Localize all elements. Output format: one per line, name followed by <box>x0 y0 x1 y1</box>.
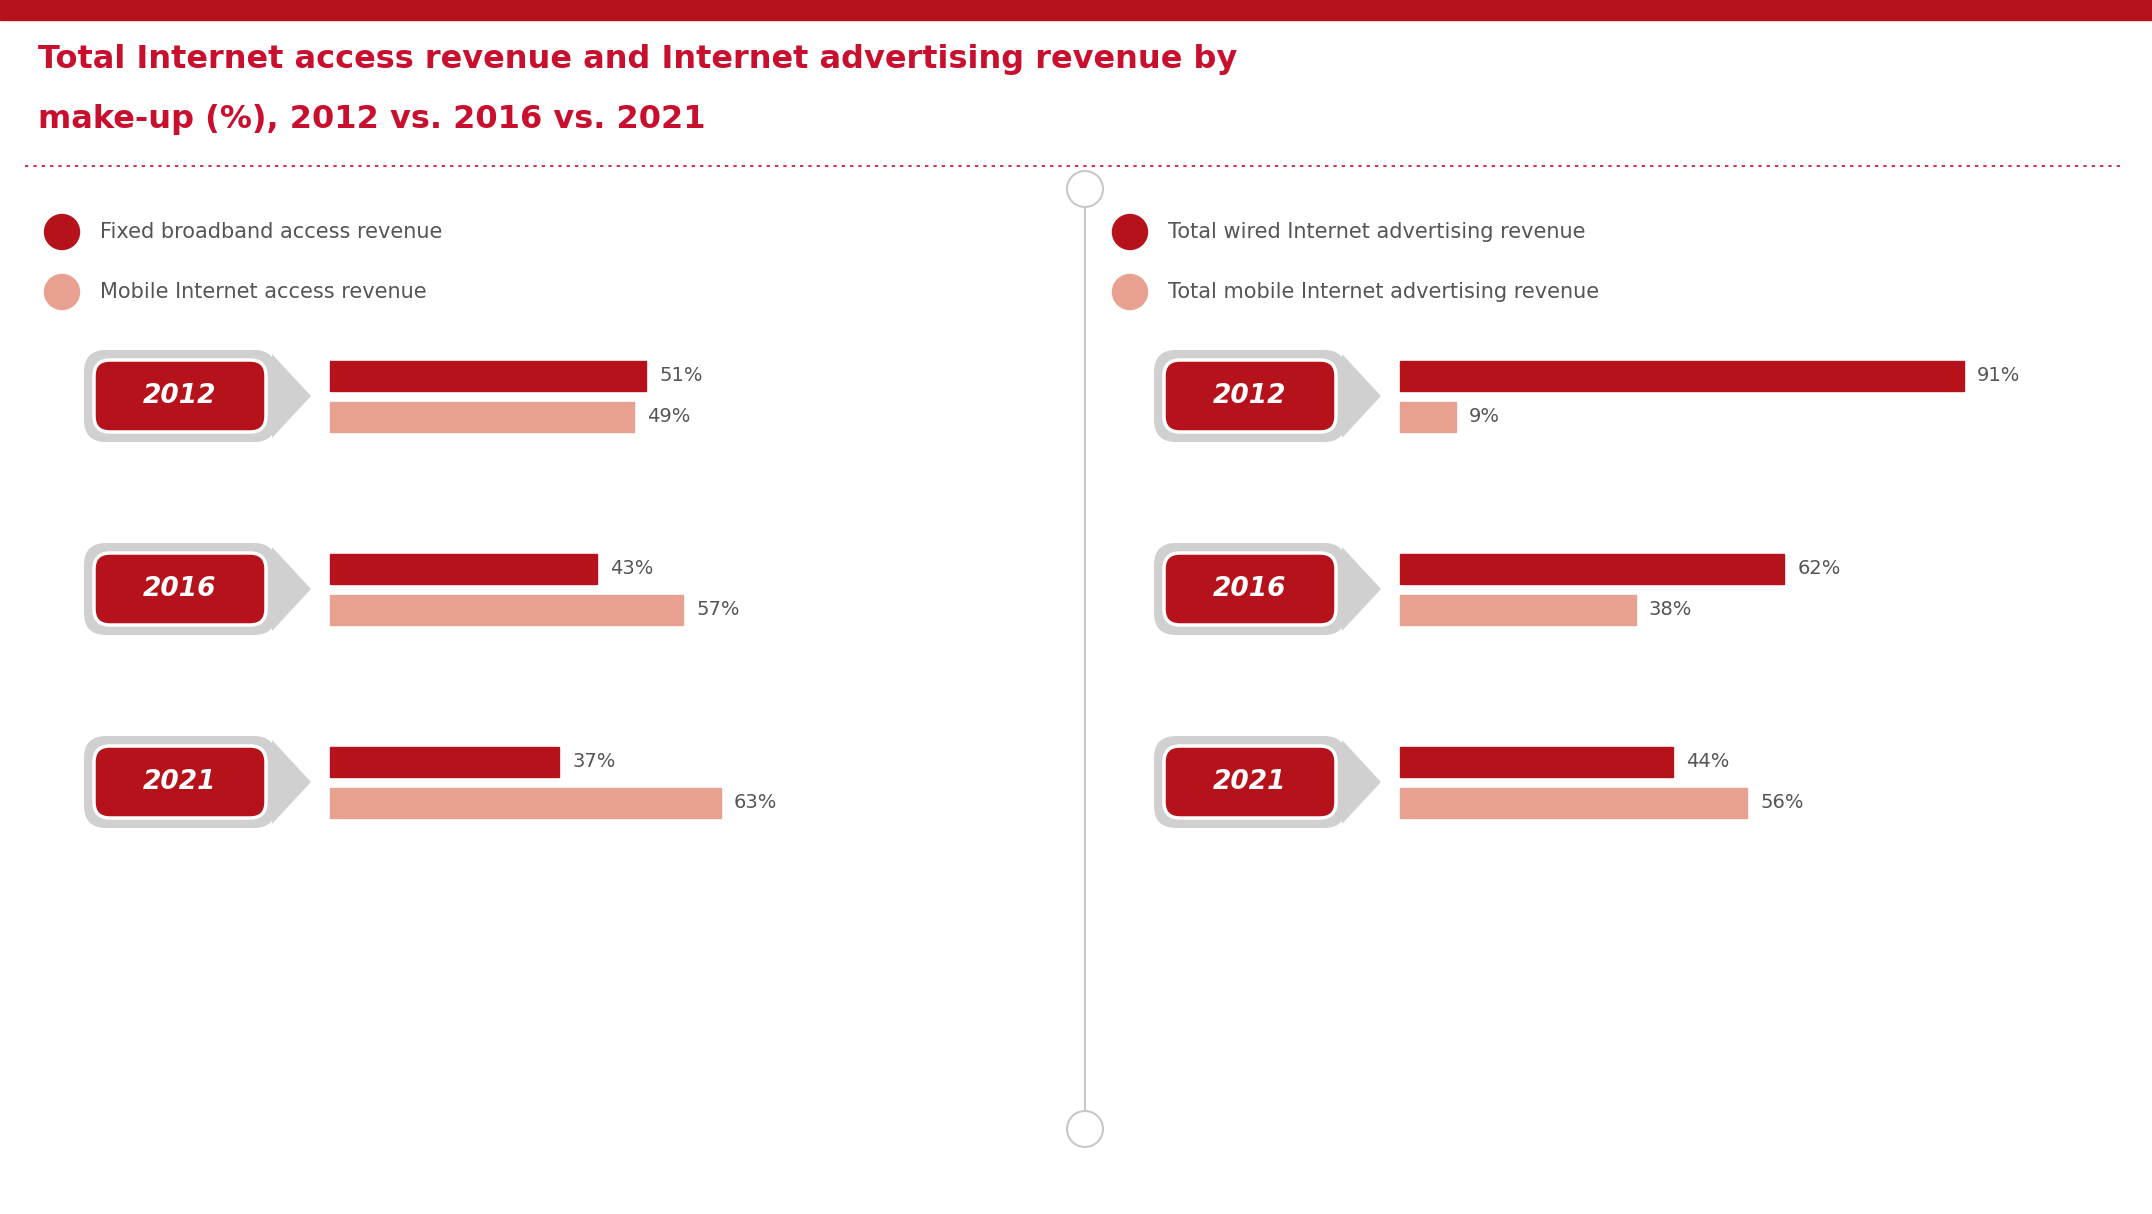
Bar <box>1401 747 1672 777</box>
Text: 44%: 44% <box>1685 751 1730 771</box>
Text: 62%: 62% <box>1797 558 1840 578</box>
Bar <box>329 747 560 777</box>
Text: 2016: 2016 <box>1214 575 1287 602</box>
Bar <box>329 402 635 431</box>
Circle shape <box>45 215 80 250</box>
Text: make-up (%), 2012 vs. 2016 vs. 2021: make-up (%), 2012 vs. 2016 vs. 2021 <box>39 104 706 135</box>
FancyBboxPatch shape <box>95 745 267 818</box>
FancyBboxPatch shape <box>84 543 275 635</box>
Text: 2021: 2021 <box>1214 768 1287 795</box>
Text: 49%: 49% <box>648 407 691 426</box>
Text: Total mobile Internet advertising revenue: Total mobile Internet advertising revenu… <box>1169 282 1599 302</box>
Polygon shape <box>1343 354 1382 438</box>
Text: 2012: 2012 <box>144 382 217 409</box>
Polygon shape <box>271 548 312 631</box>
Text: 9%: 9% <box>1470 407 1500 426</box>
FancyBboxPatch shape <box>1164 554 1336 625</box>
FancyBboxPatch shape <box>84 350 275 442</box>
Bar <box>0 0 2152 19</box>
FancyBboxPatch shape <box>95 554 267 625</box>
Text: 2021: 2021 <box>144 768 217 795</box>
Bar <box>1401 595 1636 624</box>
Polygon shape <box>271 354 312 438</box>
FancyBboxPatch shape <box>1153 350 1345 442</box>
Polygon shape <box>1343 548 1382 631</box>
Text: 2016: 2016 <box>144 575 217 602</box>
Text: 51%: 51% <box>659 365 704 385</box>
Circle shape <box>1113 274 1147 310</box>
Circle shape <box>1067 1111 1104 1147</box>
Text: 43%: 43% <box>609 558 652 578</box>
Text: 38%: 38% <box>1648 600 1691 619</box>
FancyBboxPatch shape <box>1153 543 1345 635</box>
Bar <box>1401 402 1455 431</box>
Text: 57%: 57% <box>697 600 740 619</box>
FancyBboxPatch shape <box>84 736 275 828</box>
Circle shape <box>1113 215 1147 250</box>
Bar <box>329 361 646 391</box>
Text: 2012: 2012 <box>1214 382 1287 409</box>
Text: Total Internet access revenue and Internet advertising revenue by: Total Internet access revenue and Intern… <box>39 44 1237 75</box>
FancyBboxPatch shape <box>1164 745 1336 818</box>
Bar <box>329 595 684 624</box>
Text: 37%: 37% <box>572 751 615 771</box>
Circle shape <box>1067 171 1104 208</box>
FancyBboxPatch shape <box>95 361 267 432</box>
Text: 91%: 91% <box>1978 365 2021 385</box>
Text: Mobile Internet access revenue: Mobile Internet access revenue <box>99 282 426 302</box>
Bar <box>329 554 596 584</box>
Text: 56%: 56% <box>1760 793 1803 812</box>
Text: Total wired Internet advertising revenue: Total wired Internet advertising revenue <box>1169 222 1586 242</box>
Bar <box>329 788 721 817</box>
Circle shape <box>45 274 80 310</box>
FancyBboxPatch shape <box>1153 736 1345 828</box>
Polygon shape <box>271 741 312 824</box>
Bar <box>1401 361 1965 391</box>
Text: Fixed broadband access revenue: Fixed broadband access revenue <box>99 222 443 242</box>
FancyBboxPatch shape <box>1164 361 1336 432</box>
Bar <box>1401 554 1784 584</box>
Text: 63%: 63% <box>734 793 777 812</box>
Polygon shape <box>1343 741 1382 824</box>
Bar <box>1401 788 1747 817</box>
